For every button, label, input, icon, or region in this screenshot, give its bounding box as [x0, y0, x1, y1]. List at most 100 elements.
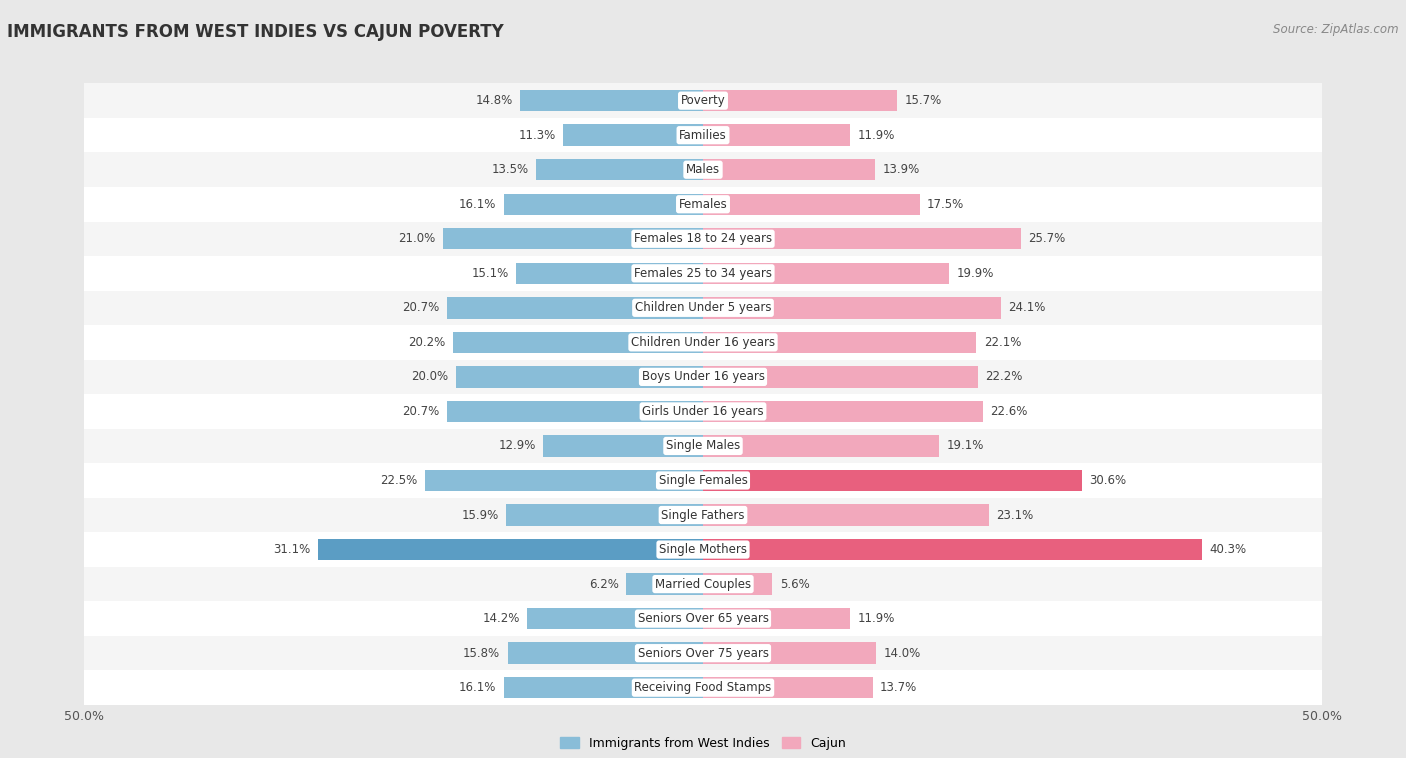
- Bar: [564, 124, 703, 146]
- Bar: [703, 297, 1001, 318]
- Text: 40.3%: 40.3%: [1209, 543, 1246, 556]
- Text: 24.1%: 24.1%: [1008, 302, 1046, 315]
- Bar: [447, 401, 703, 422]
- Text: Females 18 to 24 years: Females 18 to 24 years: [634, 232, 772, 246]
- Bar: [543, 435, 703, 456]
- Text: 22.5%: 22.5%: [380, 474, 418, 487]
- Text: 22.1%: 22.1%: [984, 336, 1021, 349]
- Text: Girls Under 16 years: Girls Under 16 years: [643, 405, 763, 418]
- Bar: [508, 643, 703, 664]
- Bar: [84, 118, 1322, 152]
- Bar: [703, 228, 1021, 249]
- Text: 15.1%: 15.1%: [471, 267, 509, 280]
- Text: 23.1%: 23.1%: [997, 509, 1033, 522]
- Text: 5.6%: 5.6%: [780, 578, 810, 590]
- Text: 13.7%: 13.7%: [880, 681, 917, 694]
- Text: Married Couples: Married Couples: [655, 578, 751, 590]
- Bar: [703, 435, 939, 456]
- Bar: [503, 193, 703, 215]
- Text: Single Males: Single Males: [666, 440, 740, 453]
- Bar: [506, 504, 703, 526]
- Bar: [626, 573, 703, 595]
- Text: 14.8%: 14.8%: [475, 94, 512, 107]
- Bar: [703, 470, 1081, 491]
- Text: Seniors Over 75 years: Seniors Over 75 years: [637, 647, 769, 659]
- Bar: [84, 290, 1322, 325]
- Bar: [453, 332, 703, 353]
- Bar: [84, 670, 1322, 705]
- Text: 22.2%: 22.2%: [986, 371, 1022, 384]
- Text: Seniors Over 65 years: Seniors Over 65 years: [637, 612, 769, 625]
- Bar: [447, 297, 703, 318]
- Text: 22.6%: 22.6%: [990, 405, 1028, 418]
- Bar: [703, 573, 772, 595]
- Text: 20.2%: 20.2%: [408, 336, 446, 349]
- Text: 11.3%: 11.3%: [519, 129, 555, 142]
- Text: 15.7%: 15.7%: [904, 94, 942, 107]
- Bar: [84, 83, 1322, 118]
- Bar: [84, 498, 1322, 532]
- Text: Families: Families: [679, 129, 727, 142]
- Text: 19.1%: 19.1%: [946, 440, 984, 453]
- Bar: [84, 394, 1322, 429]
- Bar: [84, 532, 1322, 567]
- Bar: [703, 504, 988, 526]
- Bar: [703, 401, 983, 422]
- Text: 11.9%: 11.9%: [858, 129, 896, 142]
- Bar: [84, 256, 1322, 290]
- Text: 16.1%: 16.1%: [458, 681, 496, 694]
- Bar: [703, 90, 897, 111]
- Text: 21.0%: 21.0%: [398, 232, 436, 246]
- Bar: [84, 463, 1322, 498]
- Text: 14.0%: 14.0%: [883, 647, 921, 659]
- Text: Poverty: Poverty: [681, 94, 725, 107]
- Bar: [443, 228, 703, 249]
- Text: 20.7%: 20.7%: [402, 405, 440, 418]
- Text: 25.7%: 25.7%: [1028, 232, 1066, 246]
- Text: 11.9%: 11.9%: [858, 612, 896, 625]
- Text: IMMIGRANTS FROM WEST INDIES VS CAJUN POVERTY: IMMIGRANTS FROM WEST INDIES VS CAJUN POV…: [7, 23, 503, 41]
- Bar: [703, 539, 1202, 560]
- Text: 16.1%: 16.1%: [458, 198, 496, 211]
- Bar: [516, 262, 703, 284]
- Bar: [425, 470, 703, 491]
- Text: Females: Females: [679, 198, 727, 211]
- Text: 30.6%: 30.6%: [1090, 474, 1126, 487]
- Bar: [527, 608, 703, 629]
- Bar: [84, 636, 1322, 670]
- Bar: [703, 262, 949, 284]
- Text: 17.5%: 17.5%: [927, 198, 965, 211]
- Bar: [703, 124, 851, 146]
- Text: Females 25 to 34 years: Females 25 to 34 years: [634, 267, 772, 280]
- Text: Single Mothers: Single Mothers: [659, 543, 747, 556]
- Bar: [703, 677, 873, 698]
- Text: Children Under 5 years: Children Under 5 years: [634, 302, 772, 315]
- Text: Single Fathers: Single Fathers: [661, 509, 745, 522]
- Text: 13.9%: 13.9%: [883, 163, 920, 176]
- Bar: [703, 159, 875, 180]
- Bar: [703, 332, 976, 353]
- Text: Boys Under 16 years: Boys Under 16 years: [641, 371, 765, 384]
- Bar: [84, 601, 1322, 636]
- Bar: [503, 677, 703, 698]
- Text: 31.1%: 31.1%: [274, 543, 311, 556]
- Text: Children Under 16 years: Children Under 16 years: [631, 336, 775, 349]
- Bar: [84, 152, 1322, 187]
- Bar: [536, 159, 703, 180]
- Bar: [84, 359, 1322, 394]
- Bar: [84, 221, 1322, 256]
- Text: 19.9%: 19.9%: [956, 267, 994, 280]
- Bar: [84, 429, 1322, 463]
- Text: Males: Males: [686, 163, 720, 176]
- Text: 14.2%: 14.2%: [482, 612, 520, 625]
- Bar: [703, 366, 977, 387]
- Text: 20.0%: 20.0%: [411, 371, 449, 384]
- Text: 20.7%: 20.7%: [402, 302, 440, 315]
- Text: 12.9%: 12.9%: [499, 440, 536, 453]
- Text: 15.8%: 15.8%: [463, 647, 501, 659]
- Text: Source: ZipAtlas.com: Source: ZipAtlas.com: [1274, 23, 1399, 36]
- Text: Receiving Food Stamps: Receiving Food Stamps: [634, 681, 772, 694]
- Bar: [84, 187, 1322, 221]
- Bar: [703, 193, 920, 215]
- Bar: [703, 608, 851, 629]
